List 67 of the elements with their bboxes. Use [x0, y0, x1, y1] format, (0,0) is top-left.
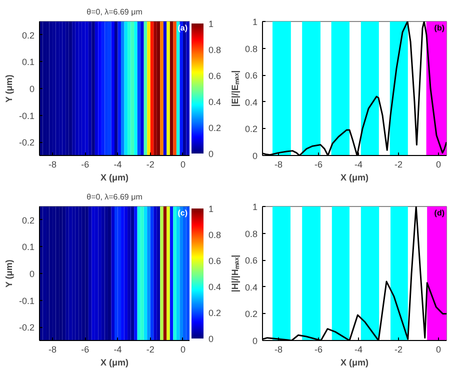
color-bar-label: 0	[208, 334, 214, 344]
y-tick-label: 0.8	[244, 228, 258, 239]
color-bar-label: 0.2	[208, 308, 222, 318]
x-tick-label: -6	[314, 160, 323, 170]
y-tick-label: 0	[29, 84, 35, 94]
chart-title: θ=0, λ=6.69 μm	[86, 8, 143, 16]
y-tick-label: -0.1	[18, 296, 35, 306]
x-tick-label: -6	[81, 344, 90, 354]
x-tick-label: -8	[48, 160, 57, 170]
y-tick-label: 0.1	[22, 242, 35, 252]
y-tick-label: 0.4	[244, 282, 258, 292]
y-tick-label: 0	[252, 336, 258, 346]
y-tick-label: 0.2	[244, 309, 258, 320]
y-tick-label: 1	[252, 17, 258, 27]
y-tick-label: 0.2	[244, 124, 258, 134]
x-tick-label: -8	[274, 160, 283, 170]
x-axis-title: X (μm)	[340, 172, 369, 182]
y-tick-label: 1	[252, 202, 258, 212]
x-axis-title: X (μm)	[100, 358, 129, 368]
x-tick-label: -2	[146, 160, 154, 170]
annotation: (b)	[434, 24, 445, 32]
y-tick-label: 0.2	[22, 215, 35, 226]
x-tick-label: 0	[436, 344, 442, 354]
color-bar-label: 0.6	[208, 71, 222, 81]
x-axis-title: X (μm)	[100, 172, 129, 182]
x-tick-label: -4	[114, 344, 122, 354]
chart-title: θ=0, λ=6.69 μm	[86, 192, 143, 202]
x-tick-label: 0	[180, 160, 186, 170]
annotation: (c)	[178, 208, 188, 218]
y-tick-label: 0.8	[244, 44, 258, 54]
x-tick-label: 0	[436, 160, 442, 170]
color-bar-label: 0.8	[208, 45, 222, 55]
x-tick-label: 0	[180, 344, 186, 354]
annotation: (d)	[434, 208, 445, 218]
color-bar-label: 0.2	[208, 123, 222, 133]
x-tick-label: -8	[48, 344, 57, 354]
x-tick-label: -6	[314, 344, 323, 354]
color-bar-label: 1	[208, 19, 214, 29]
y-tick-label: 0	[29, 269, 35, 279]
y-tick-label: -0.2	[18, 138, 35, 148]
y-tick-label: 0.6	[244, 256, 258, 266]
color-bar-label: 0.4	[208, 282, 222, 292]
color-bar-label: 0.4	[208, 97, 222, 107]
y-tick-label: 0.6	[244, 70, 258, 81]
color-bar-label: 0	[208, 149, 214, 159]
y-tick-label: 0	[252, 151, 258, 161]
y-tick-label: -0.1	[18, 110, 35, 121]
x-axis-title: X (μm)	[340, 358, 369, 368]
x-tick-label: -4	[114, 160, 122, 170]
y-tick-label: -0.2	[18, 322, 35, 333]
y-tick-label: 0.2	[22, 30, 35, 40]
x-tick-label: -4	[354, 160, 363, 170]
color-bar-label: 0.8	[208, 230, 222, 240]
y-tick-label: 0.1	[22, 57, 35, 68]
y-tick-label: 0.4	[244, 97, 258, 108]
color-bar-label: 1	[208, 204, 214, 214]
x-tick-label: -2	[146, 344, 154, 354]
color-bar-label: 0.6	[208, 256, 222, 266]
y-axis-title: Y (μm)	[4, 260, 14, 288]
y-axis-title: |E|/|Eₘₐₓ|	[230, 70, 240, 107]
y-axis-title: Y (μm)	[4, 74, 14, 103]
x-tick-label: -4	[354, 344, 363, 354]
x-tick-label: -2	[394, 344, 403, 354]
x-tick-label: -8	[274, 344, 283, 354]
x-tick-label: -2	[394, 160, 403, 170]
x-tick-label: -6	[81, 160, 90, 170]
y-axis-title: |H|/|Hₘₐₓ|	[230, 254, 240, 292]
